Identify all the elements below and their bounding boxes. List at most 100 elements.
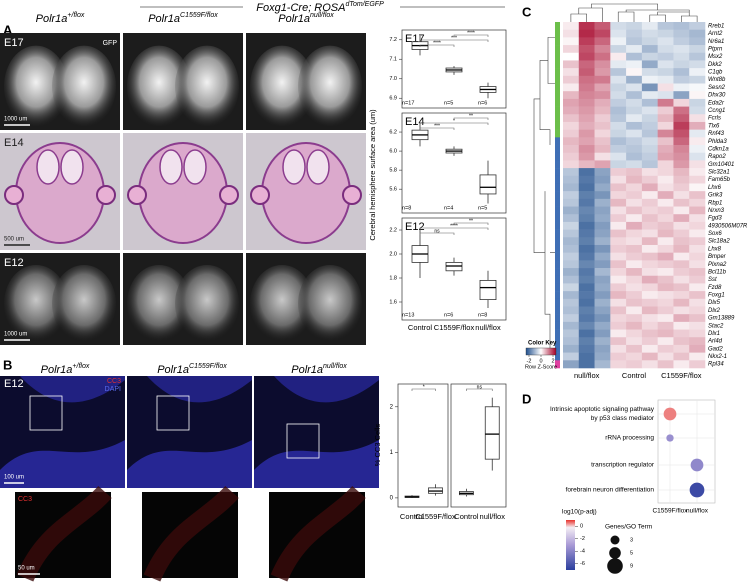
heatmap-cell	[563, 175, 580, 184]
heatmap-cell	[594, 45, 611, 54]
heatmap-cell	[563, 344, 580, 353]
heatmap-cell	[610, 168, 627, 177]
heatmap-cell	[563, 268, 580, 277]
figure-title: Foxg1-Cre; ROSAdTom/EGFP	[256, 1, 384, 14]
sig-label: *	[423, 384, 425, 390]
sig-bracket	[453, 34, 489, 37]
heatmap-cell	[563, 160, 580, 169]
heatmap-cell	[641, 52, 658, 61]
gfp-lobe	[127, 45, 191, 128]
heatmap-cell	[689, 22, 706, 30]
sig-label: ****	[450, 223, 458, 229]
n-label: n=5	[478, 205, 487, 211]
heatmap-cell	[578, 298, 595, 307]
heatmap-cell	[673, 152, 690, 161]
y-axis-label: % CC3 Cells	[373, 423, 382, 466]
heatmap-cell	[689, 314, 706, 323]
heatmap-cell	[673, 29, 690, 38]
heatmap-cell	[673, 283, 690, 292]
gene-label: Dlx2	[708, 308, 721, 314]
heatmap-cell	[578, 191, 595, 200]
heatmap-cell	[563, 283, 580, 292]
heatmap-cell	[689, 344, 706, 353]
color-key-title: Color Key	[528, 341, 557, 347]
heatmap-cell	[594, 29, 611, 38]
gene-label: Fzd8	[708, 285, 722, 291]
stage-label: E12	[4, 257, 24, 269]
heatmap-cell	[610, 268, 627, 277]
heatmap-cell	[673, 45, 690, 54]
row-side-color	[555, 83, 560, 92]
heatmap-cell	[578, 268, 595, 277]
tissue	[127, 440, 252, 488]
stain-label: DAPI	[105, 386, 121, 393]
gfp-lobe	[250, 45, 314, 128]
heatmap-cell	[626, 168, 643, 177]
heatmap-cell	[673, 229, 690, 238]
heatmap-cell	[641, 37, 658, 46]
heatmap-cell	[641, 229, 658, 238]
heatmap-cell	[657, 191, 674, 200]
heatmap-cell	[673, 314, 690, 323]
row-side-color	[555, 229, 560, 238]
gene-label: Plxna2	[708, 262, 727, 268]
row-side-color	[555, 306, 560, 315]
gene-label: Stac2	[708, 323, 724, 329]
y-tick-label: 1.8	[389, 275, 397, 281]
heatmap-cell	[594, 191, 611, 200]
stain-label: CC3	[107, 378, 121, 385]
column-header: Polr1a+/flox	[41, 363, 90, 376]
heatmap-cell	[563, 191, 580, 200]
heatmap-cell	[563, 106, 580, 115]
heatmap-cell	[673, 198, 690, 207]
gene-label: Gad2	[708, 346, 723, 352]
heatmap-cell	[626, 152, 643, 161]
n-label: n=6	[478, 100, 487, 106]
allele-sup: C1559F/flox	[180, 12, 218, 19]
heatmap-cell	[594, 252, 611, 261]
gene-label: Bmper	[708, 254, 727, 260]
he-ventricle	[36, 149, 60, 185]
heatmap-cell	[594, 283, 611, 292]
heatmap-cell	[563, 137, 580, 146]
heatmap-cell	[594, 306, 611, 315]
he-eye	[250, 185, 270, 205]
row-side-color	[555, 252, 560, 261]
heatmap-cell	[641, 298, 658, 307]
sig-bracket	[419, 44, 455, 47]
row-side-color	[555, 244, 560, 253]
row-side-color	[555, 283, 560, 292]
heatmap-cell	[626, 306, 643, 315]
scale-bar-label: 100 um	[4, 475, 24, 481]
heatmap-cell	[578, 229, 595, 238]
heatmap-cell	[626, 337, 643, 346]
row-side-color	[555, 168, 560, 177]
heatmap-cell	[578, 68, 595, 77]
row-side-color	[555, 191, 560, 200]
heatmap-cell	[626, 98, 643, 107]
heatmap-cell	[563, 321, 580, 330]
heatmap-cell	[578, 60, 595, 69]
heatmap-cell	[689, 237, 706, 246]
gene-label: Ptprn	[708, 46, 723, 52]
heatmap-cell	[626, 252, 643, 261]
heatmap-cell	[578, 306, 595, 315]
y-tick-label: 2.0	[389, 251, 397, 257]
gene-label: Tlx6	[708, 123, 720, 129]
heatmap-cell	[563, 306, 580, 315]
heatmap-cell	[673, 121, 690, 130]
title-text: Foxg1-Cre; ROSA	[256, 2, 345, 14]
term-label: Intrinsic apoptotic signaling pathway	[550, 406, 655, 413]
legend-tick-label: -2	[580, 536, 585, 542]
heatmap-cell	[689, 298, 706, 307]
heatmap-cell	[610, 252, 627, 261]
heatmap-cell	[657, 244, 674, 253]
heatmap-cell	[673, 175, 690, 184]
heatmap-cell	[610, 160, 627, 169]
tissue	[274, 376, 379, 403]
heatmap-cell	[578, 344, 595, 353]
he-section	[15, 142, 105, 244]
heatmap-cell	[689, 168, 706, 177]
heatmap-cell	[563, 45, 580, 54]
